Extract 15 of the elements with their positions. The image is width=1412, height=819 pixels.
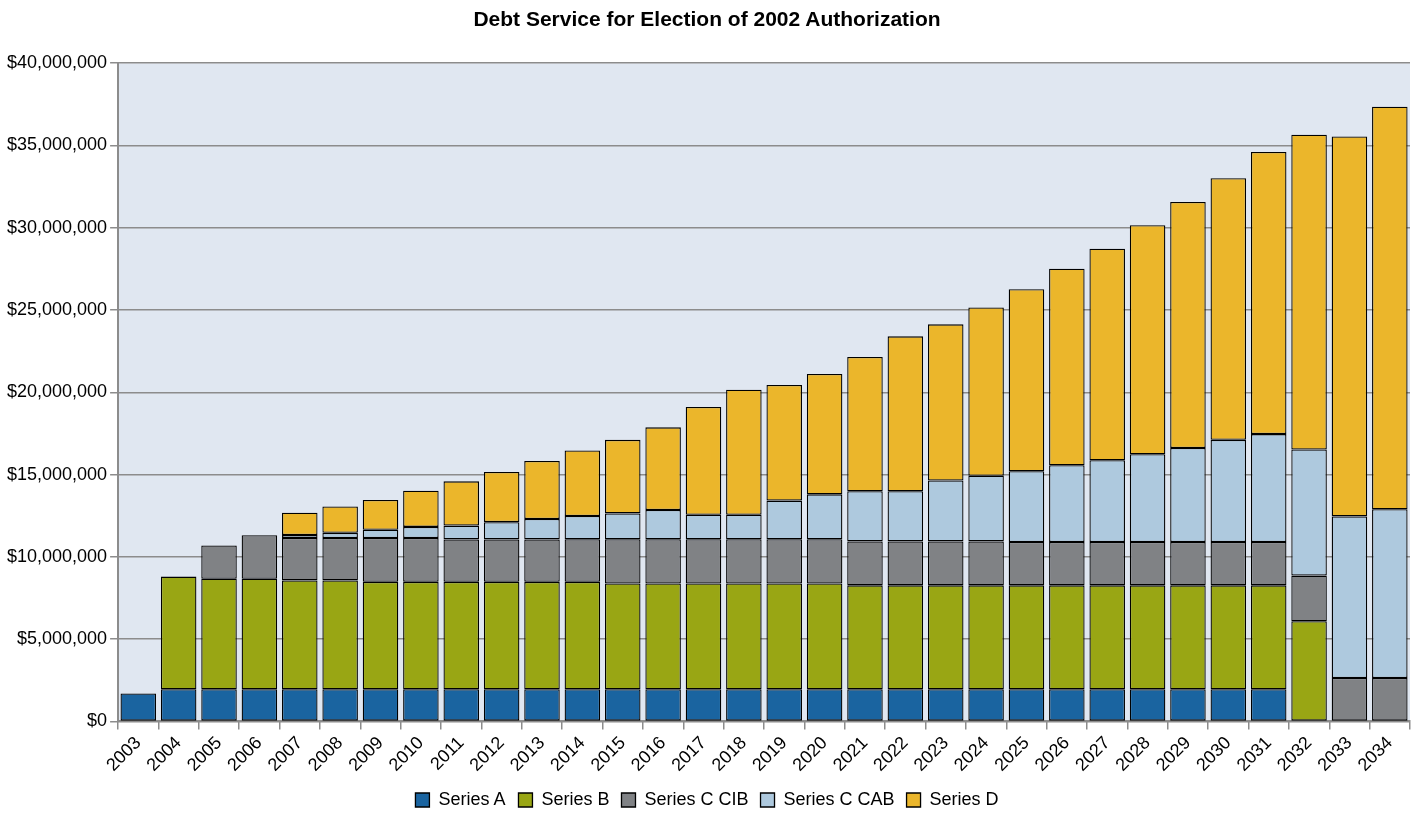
y-tick-label: $15,000,000 bbox=[6, 463, 108, 484]
chart-title: Debt Service for Election of 2002 Authorization bbox=[473, 7, 941, 31]
legend-label: Series B bbox=[541, 788, 610, 809]
y-tick-label: $0 bbox=[87, 710, 108, 731]
legend-label: Series A bbox=[438, 788, 506, 809]
y-tick-label: $10,000,000 bbox=[6, 545, 108, 566]
legend-label: Series D bbox=[929, 788, 999, 809]
y-tick-label: $35,000,000 bbox=[6, 134, 108, 155]
y-tick-label: $40,000,000 bbox=[6, 52, 108, 73]
legend-label: Series C CAB bbox=[783, 788, 895, 809]
y-tick-label: $25,000,000 bbox=[6, 299, 108, 319]
y-tick-label: $30,000,000 bbox=[6, 216, 108, 237]
legend-label: Series C CIB bbox=[644, 788, 749, 809]
y-tick-label: $20,000,000 bbox=[6, 381, 108, 402]
y-tick-label: $5,000,000 bbox=[17, 628, 108, 649]
